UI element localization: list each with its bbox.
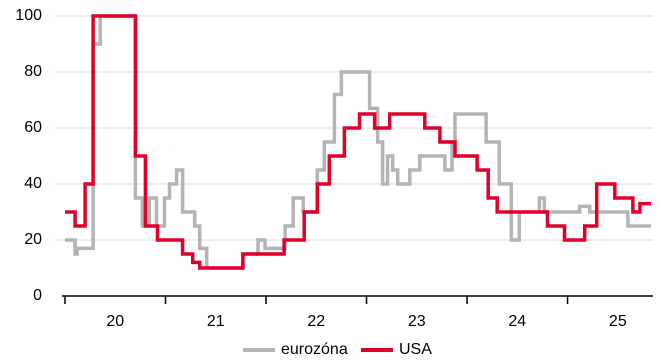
x-tick-label: 22 (307, 313, 325, 330)
x-tick-label: 24 (508, 313, 526, 330)
y-tick-label: 0 (33, 287, 42, 304)
y-tick-label: 80 (24, 63, 42, 80)
series-line (65, 14, 651, 270)
series-line (65, 14, 651, 270)
x-tick-label: 25 (609, 313, 627, 330)
y-tick-label: 60 (24, 119, 42, 136)
x-tick-label: 23 (408, 313, 426, 330)
y-tick-label: 100 (15, 7, 42, 24)
legend-label: eurozóna (281, 341, 348, 358)
x-tick-label: 21 (207, 313, 225, 330)
legend-label: USA (399, 341, 432, 358)
y-tick-label: 40 (24, 175, 42, 192)
y-tick-label: 20 (24, 231, 42, 248)
x-tick-label: 20 (106, 313, 124, 330)
